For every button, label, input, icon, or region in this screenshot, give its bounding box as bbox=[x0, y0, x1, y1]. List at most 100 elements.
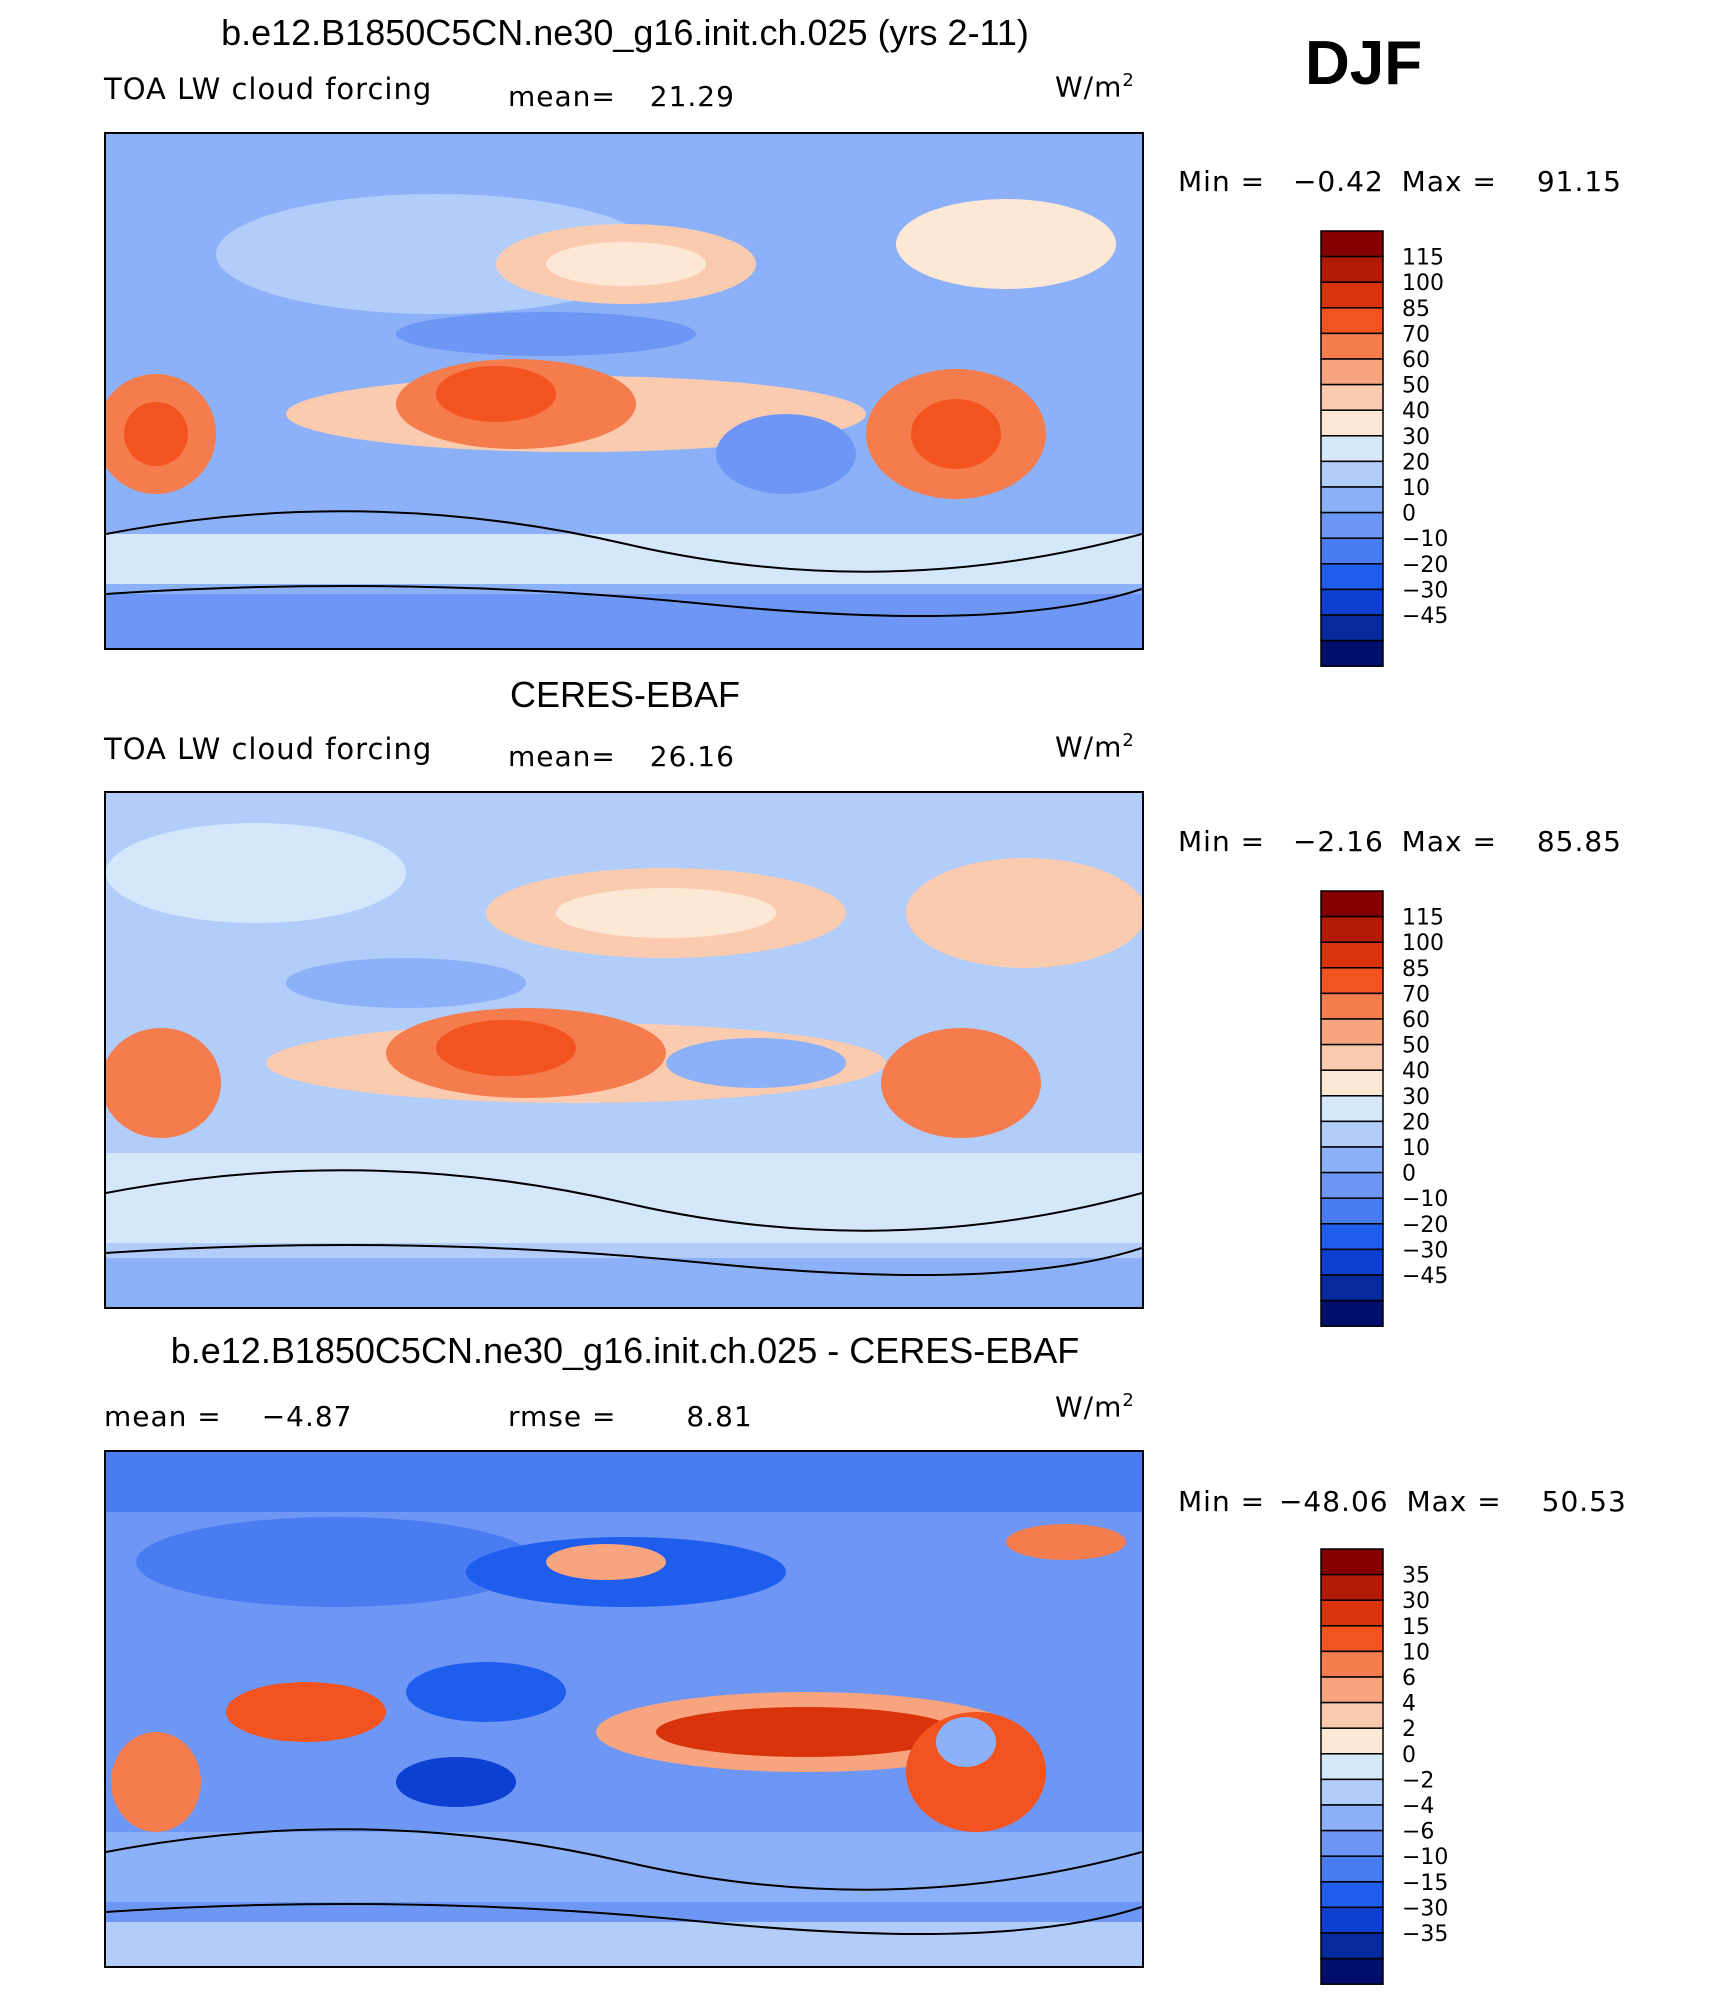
colorbar-swatch bbox=[1320, 1146, 1384, 1174]
map-2-southern-band bbox=[106, 1153, 1142, 1243]
map-2-npacific-core bbox=[556, 888, 776, 938]
panel-2-minmax: Min = −2.16 Max = 85.85 bbox=[1178, 825, 1622, 858]
panel-1-map bbox=[104, 132, 1144, 650]
map-2-se-pacific bbox=[666, 1038, 846, 1088]
colorbar-swatch bbox=[1320, 639, 1384, 667]
colorbar-swatch bbox=[1320, 1778, 1384, 1806]
map-3-npacific-pos bbox=[546, 1544, 666, 1580]
map-1-arctic bbox=[106, 134, 1142, 174]
colorbar-tick-label: −45 bbox=[1402, 604, 1448, 629]
colorbar-swatch bbox=[1320, 486, 1384, 514]
colorbar-swatch bbox=[1320, 1197, 1384, 1225]
colorbar-swatch bbox=[1320, 358, 1384, 386]
colorbar-tick-label: 85 bbox=[1402, 957, 1430, 982]
colorbar-swatch bbox=[1320, 511, 1384, 539]
colorbar-swatch bbox=[1320, 1069, 1384, 1097]
map-3-coastline bbox=[106, 1828, 1142, 1891]
colorbar-swatch bbox=[1320, 915, 1384, 943]
colorbar-swatch bbox=[1320, 1018, 1384, 1046]
colorbar-tick-label: 35 bbox=[1402, 1564, 1430, 1589]
colorbar-tick-label: 20 bbox=[1402, 450, 1430, 475]
map-3-arctic bbox=[106, 1452, 1142, 1512]
map-2-antarctica-coast bbox=[106, 1244, 1142, 1276]
map-1-coastline bbox=[106, 510, 1142, 573]
panel-3-units-text: W/m bbox=[1055, 1390, 1123, 1424]
panel-2-units: W/m2 bbox=[1055, 730, 1135, 763]
colorbar-tick-label: 60 bbox=[1402, 348, 1430, 373]
panel-2-map bbox=[104, 791, 1144, 1309]
colorbar-swatch bbox=[1320, 614, 1384, 642]
panel-3-units-exp: 2 bbox=[1122, 1390, 1135, 1411]
colorbar-tick-label: 40 bbox=[1402, 399, 1430, 424]
colorbar-tick-label: 40 bbox=[1402, 1059, 1430, 1084]
panel-1-units-text: W/m bbox=[1055, 70, 1123, 104]
colorbar-tick-label: 115 bbox=[1402, 906, 1444, 931]
panel-1-minmax: Min = −0.42 Max = 91.15 bbox=[1178, 165, 1622, 198]
colorbar-tick-label: 2 bbox=[1402, 1717, 1416, 1742]
colorbar-tick-label: 10 bbox=[1402, 1136, 1430, 1161]
colorbar-swatch bbox=[1320, 1804, 1384, 1832]
colorbar-tick-label: 10 bbox=[1402, 1640, 1430, 1665]
colorbar-tick-label: 70 bbox=[1402, 982, 1430, 1007]
colorbar-swatch bbox=[1320, 1957, 1384, 1985]
panel-1-units-exp: 2 bbox=[1122, 70, 1135, 91]
colorbar-tick-label: −20 bbox=[1402, 1213, 1448, 1238]
colorbar-swatch bbox=[1320, 563, 1384, 591]
map-2-coastline bbox=[106, 1169, 1142, 1232]
colorbar-tick-label: −15 bbox=[1402, 1871, 1448, 1896]
colorbar-tick-label: 60 bbox=[1402, 1008, 1430, 1033]
map-1-npacific-core bbox=[546, 242, 706, 286]
panel-2-min-value: −2.16 bbox=[1292, 825, 1384, 858]
panel-1-mean-label: mean= bbox=[508, 80, 616, 113]
colorbar-swatch bbox=[1320, 1223, 1384, 1251]
colorbar-swatch bbox=[1320, 435, 1384, 463]
colorbar-tick-label: 6 bbox=[1402, 1666, 1416, 1691]
panel-2-min-label: Min = bbox=[1178, 825, 1266, 858]
panel-3-max-value: 50.53 bbox=[1541, 1485, 1627, 1518]
map-1-samerica-core bbox=[911, 399, 1001, 469]
panel-1-min-label: Min = bbox=[1178, 165, 1266, 198]
panel-1-map-svg bbox=[106, 134, 1142, 648]
map-3-australia-neg bbox=[396, 1757, 516, 1807]
colorbar-tick-label: −10 bbox=[1402, 527, 1448, 552]
map-1-antarctic bbox=[106, 594, 1142, 648]
colorbar-swatch bbox=[1320, 588, 1384, 616]
panel-3-map-svg bbox=[106, 1452, 1142, 1966]
map-3-antarctica-coast bbox=[106, 1903, 1142, 1935]
panel-3-max-label: Max = bbox=[1406, 1485, 1502, 1518]
map-1-southern-band bbox=[106, 534, 1142, 584]
panel-3-min-value: −48.06 bbox=[1278, 1485, 1389, 1518]
map-3-indian-ocean bbox=[226, 1682, 386, 1742]
panel-3-min-label: Min = bbox=[1178, 1485, 1266, 1518]
colorbar-tick-label: −6 bbox=[1402, 1820, 1434, 1845]
panel-3-minmax: Min = −48.06 Max = 50.53 bbox=[1178, 1485, 1627, 1518]
colorbar-tick-label: −30 bbox=[1402, 578, 1448, 603]
colorbar-swatch bbox=[1320, 941, 1384, 969]
panel-2-mean: mean= 26.16 bbox=[508, 740, 735, 773]
map-2-warm-pool-core bbox=[436, 1020, 576, 1076]
map-2-europe bbox=[106, 823, 406, 923]
map-3-eurasia bbox=[136, 1517, 536, 1607]
panel-2-map-svg bbox=[106, 793, 1142, 1307]
panel-3-units: W/m2 bbox=[1055, 1390, 1135, 1423]
colorbar-tick-label: 30 bbox=[1402, 1589, 1430, 1614]
panel-3-rmse-value: 8.81 bbox=[686, 1400, 753, 1433]
colorbar-swatch bbox=[1320, 383, 1384, 411]
colorbar-swatch bbox=[1320, 1932, 1384, 1960]
map-1-warm-pool-core bbox=[436, 366, 556, 422]
panel-2-variable-label: TOA LW cloud forcing bbox=[104, 732, 433, 766]
colorbar-tick-label: 30 bbox=[1402, 425, 1430, 450]
colorbar-tick-label: 100 bbox=[1402, 931, 1444, 956]
map-3-natlantic-pos bbox=[1006, 1524, 1126, 1560]
panel-3-rmse: rmse = 8.81 bbox=[508, 1400, 753, 1433]
map-3-amazon bbox=[936, 1717, 996, 1767]
colorbar-swatch bbox=[1320, 1906, 1384, 1934]
colorbar-tick-label: 50 bbox=[1402, 374, 1430, 399]
panel-1-title: b.e12.B1850C5CN.ne30_g16.init.ch.025 (yr… bbox=[221, 12, 1029, 53]
colorbar-tick-label: 0 bbox=[1402, 1743, 1416, 1768]
colorbar-swatch bbox=[1320, 992, 1384, 1020]
colorbar-tick-label: 50 bbox=[1402, 1034, 1430, 1059]
colorbar-tick-label: 15 bbox=[1402, 1615, 1430, 1640]
